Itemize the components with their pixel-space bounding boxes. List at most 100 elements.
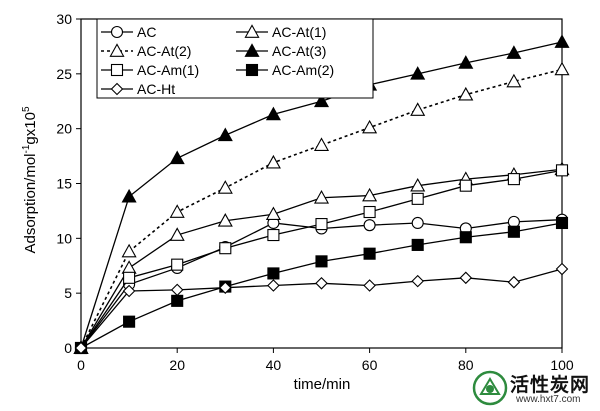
y-tick-label: 5 bbox=[64, 285, 72, 301]
data-point bbox=[169, 150, 185, 165]
data-point bbox=[554, 61, 570, 76]
data-point bbox=[171, 258, 184, 271]
data-point bbox=[313, 190, 330, 204]
data-point bbox=[506, 73, 522, 88]
data-point bbox=[217, 213, 233, 227]
watermark: 活性炭网 www.hxt7.com bbox=[470, 368, 598, 410]
data-point bbox=[362, 187, 378, 202]
data-point bbox=[411, 238, 424, 251]
y-axis-label-mid: gx10 bbox=[22, 112, 39, 145]
data-point bbox=[170, 283, 184, 297]
data-point bbox=[123, 315, 136, 328]
data-point bbox=[265, 106, 281, 121]
data-point bbox=[219, 281, 232, 294]
legend: AC AC-At(1) AC-At(2) AC-At(3) AC-Am(1) AC-Am(… bbox=[96, 18, 374, 99]
data-point bbox=[458, 55, 474, 69]
legend-label: AC-Am(1) bbox=[137, 62, 199, 78]
data-point bbox=[315, 255, 328, 268]
data-point bbox=[313, 93, 330, 108]
data-point bbox=[411, 216, 424, 230]
y-tick-label: 30 bbox=[56, 11, 72, 27]
legend-label: AC bbox=[137, 24, 156, 40]
legend-marker bbox=[244, 24, 260, 38]
watermark-url: www.hxt7.com bbox=[516, 394, 581, 405]
y-tick-label: 0 bbox=[64, 340, 72, 356]
series-ac-at-2 bbox=[73, 61, 570, 354]
data-point bbox=[121, 243, 137, 258]
y-tick-label: 10 bbox=[56, 230, 72, 246]
data-point bbox=[458, 86, 474, 101]
data-point bbox=[217, 127, 233, 142]
legend-marker bbox=[245, 63, 259, 77]
data-point bbox=[123, 271, 136, 284]
data-point bbox=[410, 66, 426, 80]
series-ac-am-1 bbox=[74, 164, 569, 355]
data-point bbox=[313, 137, 330, 151]
data-point bbox=[507, 173, 520, 186]
data-point bbox=[74, 341, 88, 355]
watermark-logo-icon bbox=[472, 370, 508, 406]
legend-label: AC-At(2) bbox=[137, 43, 191, 59]
x-tick-label: 40 bbox=[266, 357, 282, 373]
series-ac-ht bbox=[74, 262, 569, 355]
data-point bbox=[121, 260, 137, 274]
x-tick-label: 20 bbox=[169, 357, 185, 373]
data-point bbox=[555, 262, 569, 276]
series-ac-at-3 bbox=[73, 34, 570, 354]
legend-box bbox=[96, 18, 374, 99]
y-axis-label-sup2: 5 bbox=[21, 106, 32, 112]
data-point bbox=[169, 204, 185, 218]
y-tick-label: 15 bbox=[56, 176, 72, 192]
x-axis-label: time/min bbox=[294, 376, 351, 393]
series-line bbox=[80, 68, 563, 349]
x-tick-label: 0 bbox=[77, 357, 85, 373]
legend-label: AC-At(1) bbox=[272, 24, 326, 40]
legend-marker bbox=[110, 63, 124, 77]
x-tick-label: 60 bbox=[362, 357, 378, 373]
y-tick-label: 20 bbox=[56, 121, 72, 137]
y-axis-label-main: Adsorption/mol bbox=[22, 153, 39, 253]
data-point bbox=[555, 164, 569, 177]
x-tick-label: 80 bbox=[458, 357, 474, 373]
data-point bbox=[555, 216, 569, 230]
legend-marker bbox=[110, 82, 124, 96]
data-point bbox=[265, 206, 281, 221]
data-point bbox=[267, 228, 280, 242]
data-point bbox=[315, 277, 328, 290]
data-point bbox=[410, 177, 426, 192]
legend-label: AC-Am(2) bbox=[272, 62, 334, 78]
data-point bbox=[267, 279, 280, 292]
data-point bbox=[507, 275, 521, 289]
data-point bbox=[363, 247, 376, 260]
y-tick-label: 25 bbox=[56, 66, 72, 82]
data-point bbox=[410, 102, 426, 116]
data-point bbox=[411, 192, 424, 205]
data-point bbox=[507, 225, 520, 238]
watermark-text: 活性炭网 bbox=[510, 375, 591, 396]
x-tick-label: 100 bbox=[550, 357, 574, 373]
data-point bbox=[363, 219, 376, 232]
data-point bbox=[554, 34, 570, 48]
data-point bbox=[267, 267, 280, 280]
series-group bbox=[73, 34, 570, 355]
data-point bbox=[459, 179, 472, 192]
data-point bbox=[411, 274, 424, 288]
data-point bbox=[265, 154, 281, 169]
data-point bbox=[121, 188, 137, 203]
legend-marker bbox=[244, 43, 260, 57]
y-axis-label-sup1: -1 bbox=[21, 144, 32, 153]
data-point bbox=[363, 205, 376, 219]
data-point bbox=[459, 231, 472, 244]
data-point bbox=[506, 45, 522, 59]
data-point bbox=[217, 180, 233, 194]
legend-label: AC-Ht bbox=[137, 81, 175, 97]
data-point bbox=[459, 271, 473, 285]
y-axis-label: Adsorption/mol-1gx105 bbox=[21, 106, 39, 254]
data-point bbox=[122, 284, 136, 298]
legend-marker bbox=[110, 25, 124, 39]
data-point bbox=[171, 294, 184, 307]
data-point bbox=[362, 119, 378, 134]
axis-ticks: 0 20 40 60 80 100 0 5 10 15 20 25 30 bbox=[56, 11, 573, 373]
data-point bbox=[169, 227, 185, 241]
